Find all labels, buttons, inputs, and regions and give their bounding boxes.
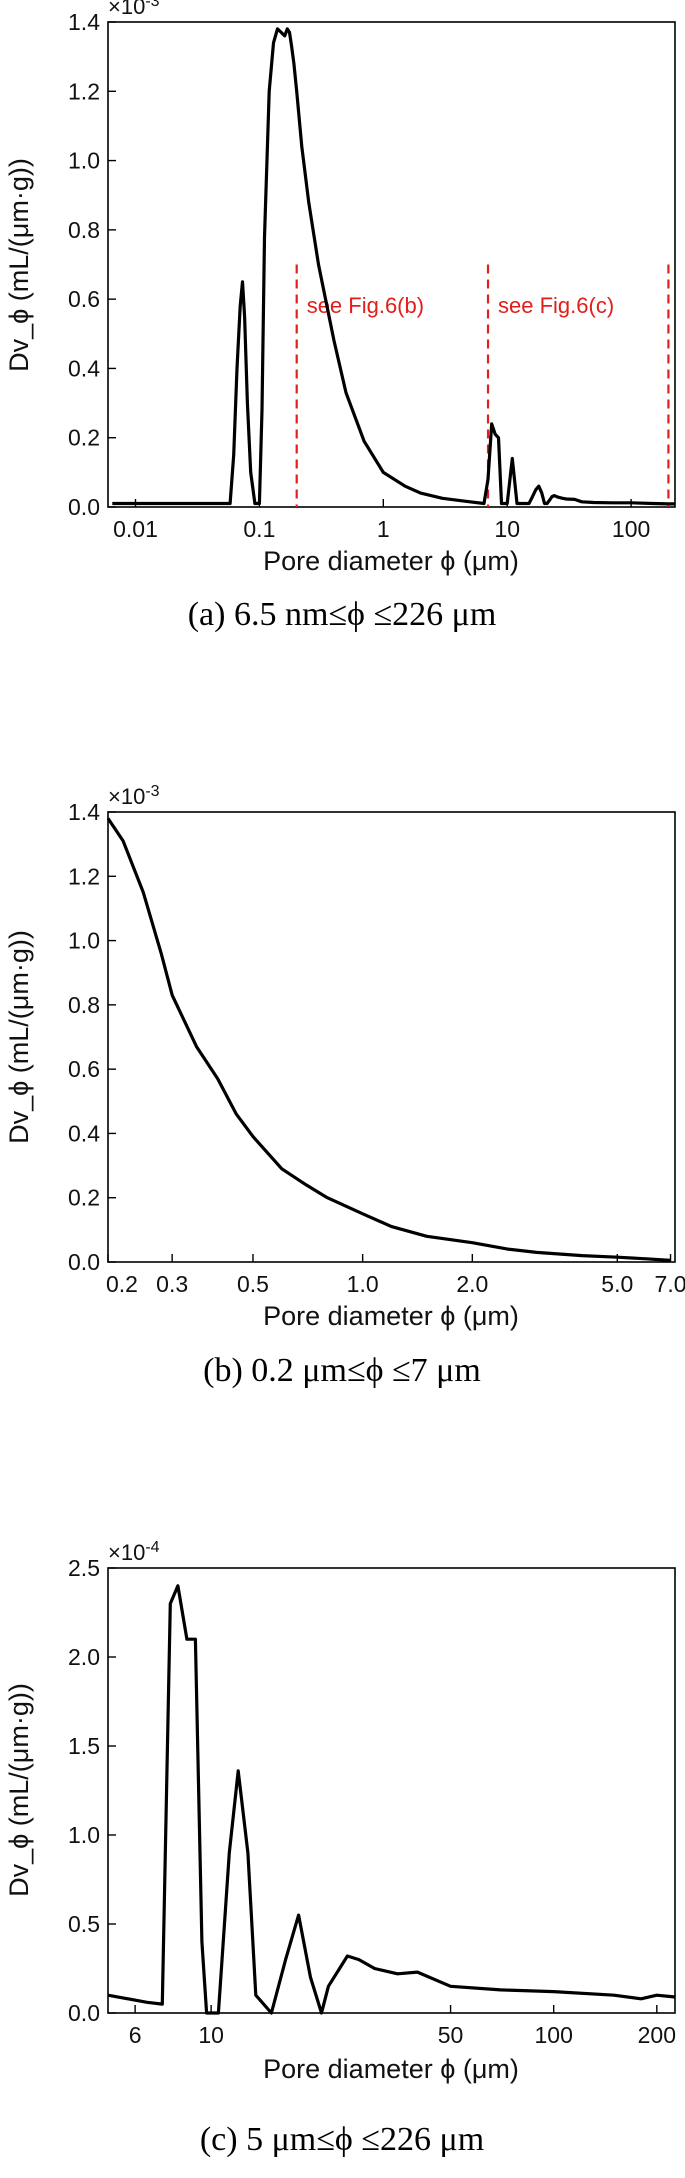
y-tick-label-c-2: 1.0 xyxy=(68,1822,100,1848)
x-tick-label-c-3: 100 xyxy=(535,2022,573,2048)
y-tick-label-b-3: 0.6 xyxy=(68,1056,100,1082)
plot-frame-a xyxy=(107,21,676,508)
caption-a: (a) 6.5 nm≤ϕ ≤226 μm xyxy=(188,596,497,633)
caption-c: (c) 5 μm≤ϕ ≤226 μm xyxy=(200,2121,484,2158)
exponent-label-a: ×10-3 xyxy=(108,0,160,19)
reference-lines-a: see Fig.6(b) see Fig.6(c) xyxy=(295,264,670,507)
x-tick-label-b-1: 0.3 xyxy=(156,1271,188,1297)
x-tick-label-c-2: 50 xyxy=(438,2022,464,2048)
plot-frame-b xyxy=(107,811,676,1263)
reference-label-a-1: see Fig.6(c) xyxy=(498,293,614,318)
series-line-b-0 xyxy=(106,817,671,1262)
y-tick-label-b-6: 1.2 xyxy=(68,863,100,889)
x-tick-label-c-4: 200 xyxy=(638,2022,676,2048)
series-line-a-0 xyxy=(112,27,675,506)
x-tick-label-b-6: 7.0 xyxy=(655,1271,685,1297)
x-tick-label-b-4: 2.0 xyxy=(456,1271,488,1297)
panel-c: ×10-4 Dv_ϕ (mL/(μm·g)) Pore diameter ϕ (… xyxy=(4,1539,676,2158)
x-tick-label-b-3: 1.0 xyxy=(347,1271,379,1297)
x-tick-label-a-1: 0.1 xyxy=(243,516,275,542)
x-tick-label-a-2: 1 xyxy=(377,516,390,542)
y-axis-label-c: Dv_ϕ (mL/(μm·g)) xyxy=(4,1683,34,1897)
x-ticks-c: 6 10 50 100 200 xyxy=(129,2005,676,2048)
x-tick-label-c-1: 10 xyxy=(198,2022,224,2048)
y-tick-label-a-1: 0.2 xyxy=(68,425,100,451)
x-axis-label-c: Pore diameter ϕ (μm) xyxy=(263,2054,519,2084)
x-ticks-b: 0.2 0.3 0.5 1.0 2.0 5.0 7.0 xyxy=(106,1254,685,1297)
series-c xyxy=(107,1584,676,2015)
x-axis-label-a: Pore diameter ϕ (μm) xyxy=(263,546,519,576)
y-ticks-b: 0.0 0.2 0.4 0.6 0.8 1.0 1.2 1.4 xyxy=(68,799,116,1275)
y-tick-label-b-1: 0.2 xyxy=(68,1185,100,1211)
x-axis-label-b: Pore diameter ϕ (μm) xyxy=(263,1301,519,1331)
x-tick-label-a-3: 10 xyxy=(494,516,520,542)
y-ticks-a: 0.0 0.2 0.4 0.6 0.8 1.0 1.2 1.4 xyxy=(68,9,116,520)
x-tick-label-c-0: 6 xyxy=(129,2022,142,2048)
caption-b: (b) 0.2 μm≤ϕ ≤7 μm xyxy=(203,1352,481,1389)
y-tick-label-c-1: 0.5 xyxy=(68,1911,100,1937)
y-tick-label-a-0: 0.0 xyxy=(68,494,100,520)
y-axis-label-a: Dv_ϕ (mL/(μm·g)) xyxy=(4,158,34,372)
y-tick-label-b-7: 1.4 xyxy=(68,799,100,825)
y-tick-label-a-2: 0.4 xyxy=(68,355,100,381)
x-tick-label-b-2: 0.5 xyxy=(237,1271,269,1297)
x-ticks-a: 0.01 0.1 1 10 100 xyxy=(113,499,650,542)
series-a xyxy=(112,27,675,506)
exponent-label-c: ×10-4 xyxy=(108,1539,160,1565)
plot-frame-c xyxy=(107,1567,676,2014)
x-tick-label-b-5: 5.0 xyxy=(601,1271,633,1297)
series-b xyxy=(106,817,671,1262)
series-line-c-0 xyxy=(107,1584,676,2015)
y-tick-label-c-5: 2.5 xyxy=(68,1555,100,1581)
y-tick-label-c-0: 0.0 xyxy=(68,2000,100,2026)
panel-a: ×10-3 Dv_ϕ (mL/(μm·g)) Pore diameter ϕ (… xyxy=(4,0,676,633)
y-tick-label-b-5: 1.0 xyxy=(68,928,100,954)
y-tick-label-b-2: 0.4 xyxy=(68,1120,100,1146)
y-tick-label-b-0: 0.0 xyxy=(68,1249,100,1275)
exponent-label-b: ×10-3 xyxy=(108,783,160,809)
y-tick-label-b-4: 0.8 xyxy=(68,992,100,1018)
y-axis-label-b: Dv_ϕ (mL/(μm·g)) xyxy=(4,930,34,1144)
y-tick-label-a-7: 1.4 xyxy=(68,9,100,35)
y-ticks-c: 0.0 0.5 1.0 1.5 2.0 2.5 xyxy=(68,1555,116,2026)
y-tick-label-c-3: 1.5 xyxy=(68,1733,100,1759)
y-tick-label-a-3: 0.6 xyxy=(68,286,100,312)
x-tick-label-a-0: 0.01 xyxy=(113,516,158,542)
y-tick-label-c-4: 2.0 xyxy=(68,1644,100,1670)
x-tick-label-b-0: 0.2 xyxy=(106,1271,138,1297)
panel-b: ×10-3 Dv_ϕ (mL/(μm·g)) Pore diameter ϕ (… xyxy=(4,783,685,1389)
y-tick-label-a-4: 0.8 xyxy=(68,217,100,243)
y-tick-label-a-6: 1.2 xyxy=(68,78,100,104)
x-tick-label-a-4: 100 xyxy=(612,516,650,542)
y-tick-label-a-5: 1.0 xyxy=(68,148,100,174)
